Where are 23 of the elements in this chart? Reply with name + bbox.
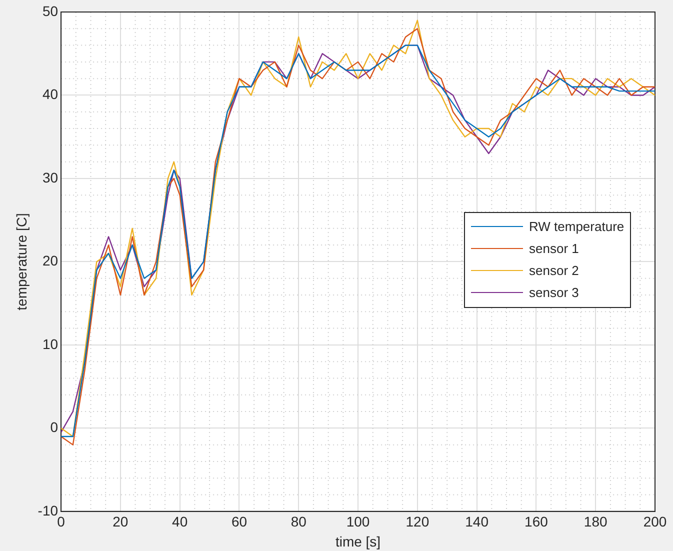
x-axis-title: time [s] bbox=[335, 533, 381, 550]
y-tick-label: 30 bbox=[42, 169, 58, 186]
legend-label: sensor 2 bbox=[529, 263, 579, 278]
x-tick-label: 140 bbox=[465, 514, 489, 530]
x-tick-label: 120 bbox=[406, 514, 430, 530]
x-tick-label: 20 bbox=[112, 514, 128, 530]
legend-label: sensor 1 bbox=[529, 241, 579, 256]
legend-label: sensor 3 bbox=[529, 285, 579, 300]
y-tick-label: -10 bbox=[38, 502, 58, 518]
y-tick-label: 20 bbox=[42, 252, 58, 269]
x-tick-label: 40 bbox=[172, 514, 188, 530]
y-tick-label: 40 bbox=[42, 86, 58, 102]
y-tick-label: 0 bbox=[50, 419, 58, 436]
x-tick-label: 100 bbox=[346, 514, 370, 530]
y-axis-title: temperature [C] bbox=[13, 213, 30, 310]
y-tick-label: 50 bbox=[42, 2, 58, 19]
x-tick-label: 80 bbox=[290, 514, 307, 530]
x-tick-label: 200 bbox=[643, 514, 667, 530]
x-tick-label: 180 bbox=[584, 514, 608, 530]
y-tick-label: 10 bbox=[42, 336, 58, 352]
legend-label: RW temperature bbox=[529, 219, 624, 234]
x-tick-label: 160 bbox=[524, 514, 548, 530]
x-tick-label: 60 bbox=[231, 514, 248, 530]
